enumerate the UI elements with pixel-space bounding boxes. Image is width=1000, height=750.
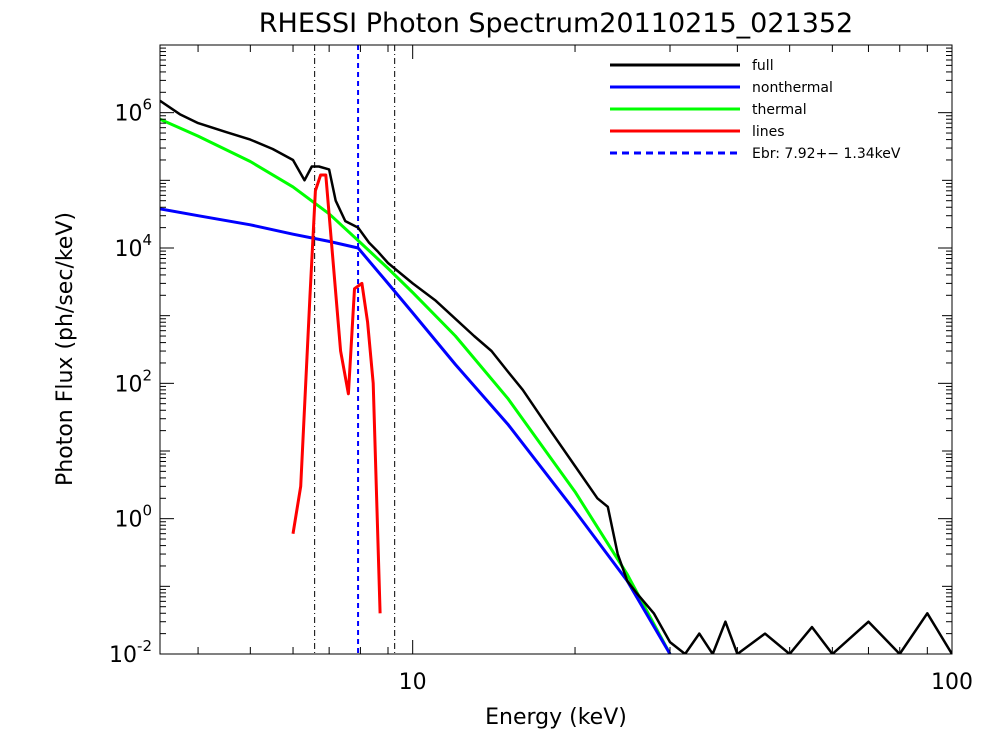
series-layer	[160, 99, 952, 654]
x-tick-label: 10	[399, 670, 427, 695]
series-lines	[291, 173, 382, 614]
plot-frame	[159, 44, 953, 655]
y-tick-label: 10-2	[109, 637, 152, 668]
x-axis-tick-labels: 10 100	[399, 670, 973, 695]
series-nonthermal	[160, 207, 672, 654]
chart-title: RHESSI Photon Spectrum20110215_021352	[259, 8, 854, 39]
y-axis-ticks	[160, 47, 952, 655]
legend-label: thermal	[752, 102, 807, 118]
y-tick-label: 106	[114, 96, 152, 127]
vertical-lines	[314, 45, 396, 654]
x-axis-label: Energy (keV)	[485, 705, 627, 730]
y-axis-label: Photon Flux (ph/sec/keV)	[53, 212, 78, 486]
series-full	[160, 99, 952, 654]
y-tick-label: 100	[114, 502, 152, 533]
legend-label: lines	[752, 124, 785, 140]
x-axis-ticks	[197, 45, 953, 654]
legend-label: Ebr: 7.92+− 1.34keV	[752, 146, 901, 162]
legend-label: full	[752, 58, 774, 74]
y-tick-label: 102	[114, 366, 152, 397]
legend: full nonthermal thermal lines Ebr: 7.92+− 1.…	[610, 58, 901, 162]
x-tick-label: 100	[931, 670, 973, 695]
legend-label: nonthermal	[752, 80, 833, 96]
series-thermal	[160, 117, 672, 654]
y-axis-tick-labels: 10-2 100 102 104 106	[109, 96, 152, 668]
y-tick-label: 104	[114, 231, 152, 262]
